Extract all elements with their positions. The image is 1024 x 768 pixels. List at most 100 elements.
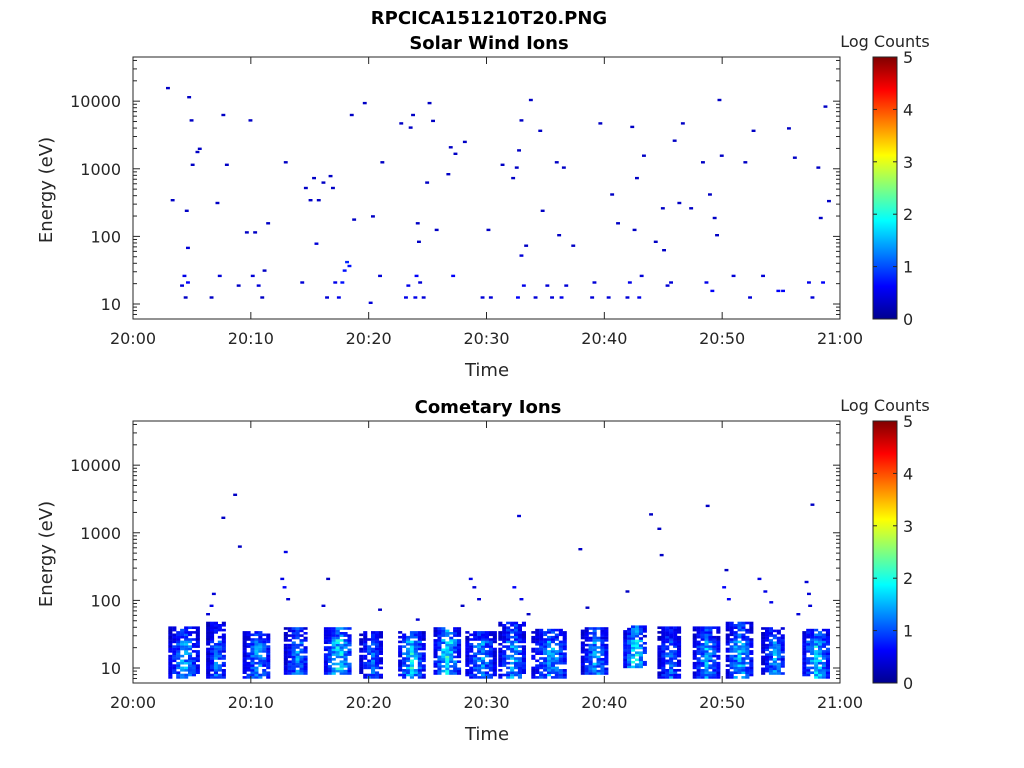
heatmap-cell: [661, 669, 666, 672]
heatmap-cell: [176, 633, 181, 637]
heatmap-cell: [221, 628, 226, 632]
heatmap-cell: [802, 645, 807, 648]
heatmap-cell: [776, 648, 781, 652]
heatmap-cell: [802, 657, 807, 660]
heatmap-cell: [802, 664, 807, 667]
heatmap-cell: [700, 628, 705, 632]
heatmap-cell: [610, 193, 615, 196]
heatmap-cell: [765, 658, 770, 661]
heatmap-cell: [514, 640, 519, 644]
heatmap-cell: [514, 621, 519, 625]
heatmap-cell: [725, 654, 730, 658]
heatmap-cell: [492, 657, 497, 660]
heatmap-cell: [371, 631, 376, 634]
heatmap-cell: [661, 659, 666, 663]
heatmap-cell: [445, 669, 450, 673]
heatmap-cell: [217, 652, 222, 655]
heatmap-cell: [266, 671, 271, 674]
heatmap-cell: [437, 672, 442, 675]
heatmap-cell: [802, 659, 807, 663]
heatmap-cell: [627, 651, 632, 654]
heatmap-cell: [299, 672, 304, 675]
heatmap-cell: [524, 244, 529, 247]
heatmap-cell: [657, 638, 662, 641]
heatmap-cell: [814, 640, 819, 644]
heatmap-cell: [704, 645, 709, 648]
heatmap-cell: [347, 672, 352, 675]
heatmap-cell: [484, 640, 489, 644]
heatmap-cell: [481, 635, 486, 639]
heatmap-cell: [323, 629, 328, 633]
heatmap-cell: [729, 661, 734, 665]
heatmap-cell: [371, 659, 376, 663]
heatmap-cell: [712, 635, 717, 639]
heatmap-cell: [562, 635, 567, 639]
heatmap-cell: [673, 633, 678, 637]
heatmap-cell: [210, 669, 215, 672]
heatmap-cell: [765, 636, 770, 640]
heatmap-cell: [437, 648, 442, 652]
heatmap-cell: [409, 654, 414, 658]
heatmap-cell: [295, 662, 300, 666]
heatmap-cell: [484, 673, 489, 677]
heatmap-cell: [596, 665, 601, 668]
heatmap-cell: [221, 624, 226, 627]
heatmap-cell: [669, 643, 674, 646]
heatmap-cell: [327, 639, 332, 642]
heatmap-cell: [661, 666, 666, 670]
heatmap-cell: [725, 664, 730, 667]
heatmap-cell: [665, 645, 670, 648]
heatmap-cell: [191, 643, 196, 646]
heatmap-cell: [725, 635, 730, 639]
heatmap-cell: [519, 119, 524, 122]
heatmap-cell: [748, 296, 752, 299]
colorbar-tick-label: 5: [903, 48, 913, 67]
heatmap-cell: [254, 673, 259, 677]
heatmap-cell: [745, 635, 750, 639]
heatmap-cell: [631, 642, 636, 645]
heatmap-cell: [700, 631, 705, 634]
cometary-ticks: 20:00 20:10 20:20 20:30 20:40 20:50 21:0010100…: [70, 421, 863, 712]
heatmap-cell: [287, 639, 292, 642]
heatmap-cell: [704, 650, 709, 653]
heatmap-cell: [437, 669, 442, 673]
heatmap-cell: [531, 647, 536, 651]
heatmap-cell: [712, 661, 717, 665]
heatmap-cell: [206, 624, 211, 627]
heatmap-cell: [562, 631, 567, 634]
heatmap-cell: [772, 636, 777, 640]
heatmap-cell: [592, 281, 597, 284]
heatmap-cell: [339, 669, 344, 673]
heatmap-cell: [441, 641, 446, 644]
heatmap-cell: [242, 676, 247, 679]
heatmap-cell: [751, 129, 756, 132]
heatmap-cell: [465, 638, 470, 641]
heatmap-cell: [258, 638, 263, 641]
heatmap-cell: [696, 659, 701, 663]
heatmap-cell: [168, 638, 173, 641]
heatmap-cell: [704, 281, 709, 284]
heatmap-cell: [772, 650, 777, 654]
heatmap-cell: [600, 660, 605, 663]
heatmap-cell: [359, 671, 364, 674]
heatmap-cell: [588, 627, 593, 630]
heatmap-cell: [725, 657, 730, 660]
heatmap-cell: [488, 643, 493, 646]
heatmap-cell: [600, 648, 605, 652]
heatmap-cell: [254, 669, 259, 672]
heatmap-cell: [558, 631, 563, 634]
heatmap-cell: [665, 676, 670, 679]
heatmap-cell: [266, 676, 271, 679]
heatmap-cell: [283, 636, 288, 640]
heatmap-cell: [484, 664, 489, 667]
heatmap-cell: [665, 652, 670, 655]
y-tick-label: 10000: [70, 92, 121, 111]
heatmap-cell: [417, 654, 422, 658]
heatmap-cell: [291, 643, 296, 647]
heatmap-cell: [242, 657, 247, 660]
heatmap-cell: [558, 654, 563, 658]
heatmap-cell: [367, 664, 372, 667]
heatmap-cell: [517, 638, 522, 641]
heatmap-cell: [725, 626, 730, 629]
heatmap-cell: [453, 629, 458, 633]
